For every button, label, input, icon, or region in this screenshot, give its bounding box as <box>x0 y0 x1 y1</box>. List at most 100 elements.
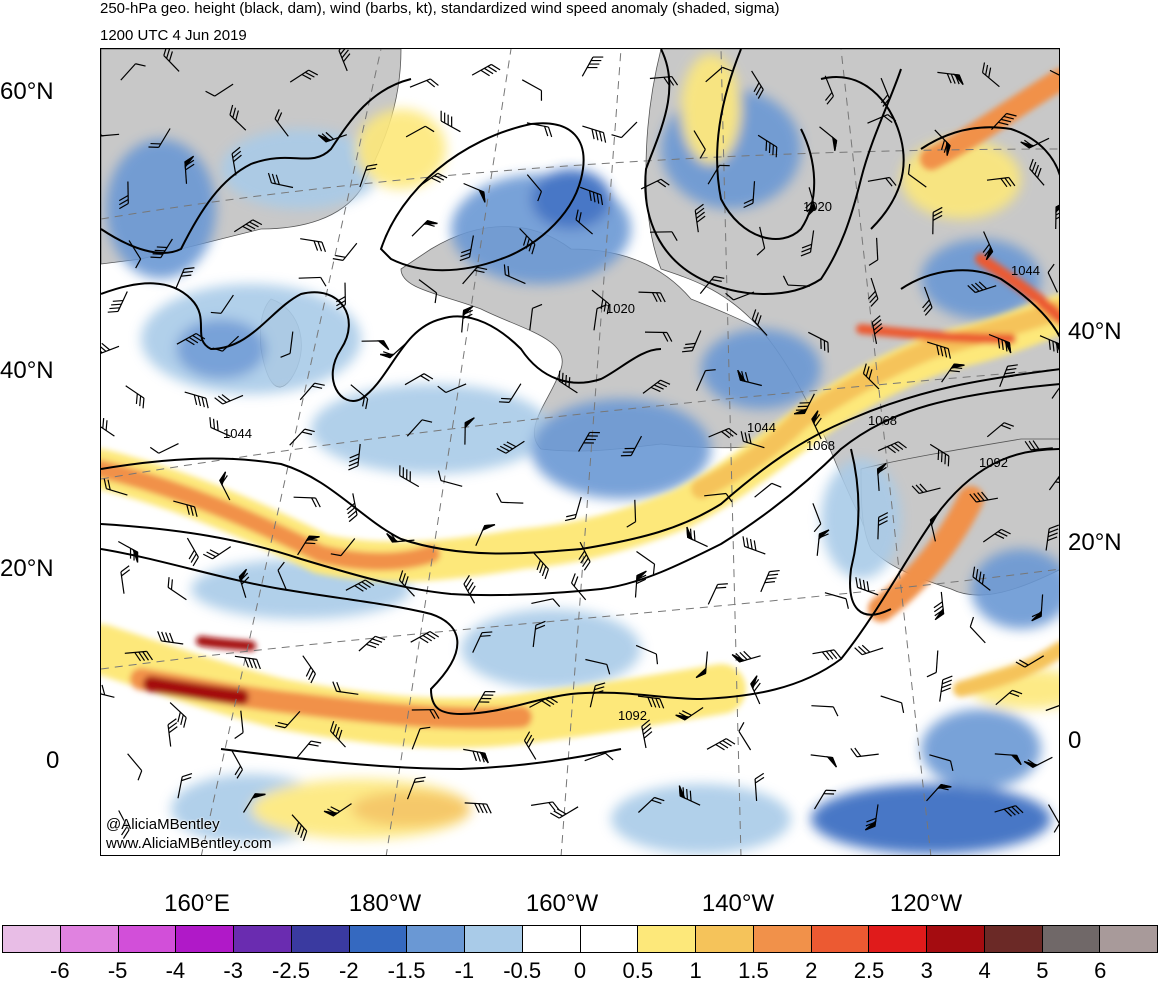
wind-barb <box>565 495 581 523</box>
map-canvas: 1020 1020 1044 1044 1044 1068 1068 1092 … <box>101 49 1060 856</box>
colorbar-tick-label: -5 <box>108 958 128 984</box>
colorbar-tick-label: 2.5 <box>854 958 885 984</box>
wind-barb <box>437 111 465 132</box>
wind-barb <box>164 577 191 600</box>
wind-barb <box>120 566 133 594</box>
colorbar <box>2 925 1158 953</box>
lat-label-left: 20°N <box>0 555 54 583</box>
anomaly-blob <box>531 169 611 229</box>
wind-barb <box>927 650 938 678</box>
wind-barb <box>410 77 438 95</box>
colorbar-swatch <box>1043 926 1101 952</box>
colorbar-tick-label: 2 <box>805 958 817 984</box>
colorbar-tick-label: -0.5 <box>503 958 541 984</box>
wind-barb <box>299 277 326 287</box>
wind-barb <box>568 573 592 599</box>
wind-barb <box>810 755 838 767</box>
credit-handle: @AliciaMBentley <box>106 816 220 833</box>
wind-barb <box>121 386 148 409</box>
wind-barb <box>496 493 523 503</box>
wind-barb <box>101 414 119 437</box>
colorbar-tick-label: 4 <box>978 958 990 984</box>
colorbar-swatch <box>119 926 177 952</box>
anomaly-blob <box>311 384 551 474</box>
colorbar-tick-label: -2 <box>339 958 359 984</box>
wind-barb <box>150 436 178 456</box>
contour-label: 1068 <box>806 438 835 453</box>
wind-barb <box>804 503 822 531</box>
wind-barb <box>736 722 758 750</box>
lat-label-right: 20°N <box>1068 529 1122 557</box>
lon-label: 160°E <box>164 890 230 918</box>
wind-barb <box>359 633 385 658</box>
wind-barb <box>167 719 179 747</box>
lon-label: 160°W <box>526 890 598 918</box>
wind-barb <box>108 288 128 316</box>
colorbar-swatch <box>292 926 350 952</box>
wind-barb <box>707 736 735 757</box>
colorbar-tick-label: -6 <box>50 958 70 984</box>
colorbar-swatch <box>985 926 1043 952</box>
wind-barb <box>412 217 437 242</box>
wind-barb <box>851 745 879 757</box>
anomaly-blob <box>811 784 1051 854</box>
wind-barb <box>740 536 768 554</box>
wind-barb <box>101 338 119 356</box>
anomaly-blob <box>611 784 791 854</box>
wind-barb <box>708 580 728 608</box>
colorbar-swatch <box>176 926 234 952</box>
jet-streak-tropical-max-2 <box>201 641 251 646</box>
wind-barb <box>683 527 711 547</box>
colorbar-tick-label: -1.5 <box>388 958 426 984</box>
lat-label-left: 60°N <box>0 78 54 106</box>
map-panel: 1020 1020 1044 1044 1044 1068 1068 1092 … <box>100 48 1060 856</box>
wind-barb <box>203 539 230 562</box>
contour-label: 1092 <box>979 455 1008 470</box>
colorbar-swatch <box>234 926 292 952</box>
lat-label-left: 0 <box>46 747 59 775</box>
anomaly-blob <box>531 399 711 499</box>
lat-label-left: 40°N <box>0 357 54 385</box>
colorbar-swatch <box>61 926 119 952</box>
colorbar-swatch <box>465 926 523 952</box>
colorbar-tick-label: 6 <box>1094 958 1106 984</box>
wind-barb <box>940 675 953 703</box>
wind-barb <box>182 392 210 408</box>
lon-label: 140°W <box>702 890 774 918</box>
colorbar-tick-label: 1.5 <box>738 958 769 984</box>
wind-barb <box>462 575 483 603</box>
lat-label-right: 0 <box>1068 727 1081 755</box>
wind-barb <box>813 649 841 663</box>
credit-website: www.AliciaMBentley.com <box>106 835 272 852</box>
wind-barb <box>636 571 647 599</box>
colorbar-swatch <box>581 926 639 952</box>
colorbar-swatch <box>927 926 985 952</box>
contour-label: 1020 <box>606 301 635 316</box>
colorbar-tick-label: 5 <box>1036 958 1048 984</box>
colorbar-swatch <box>869 926 927 952</box>
height-contour <box>221 749 621 769</box>
wind-barb <box>855 639 883 656</box>
colorbar-swatch <box>754 926 812 952</box>
lat-label-right: 40°N <box>1068 318 1122 346</box>
colorbar-swatch <box>407 926 465 952</box>
wind-barb <box>362 341 389 350</box>
colorbar-swatch <box>3 926 61 952</box>
anomaly-blob <box>351 791 471 827</box>
wind-barb <box>299 239 327 252</box>
colorbar-tick-label: 1 <box>689 958 701 984</box>
wind-barb <box>224 750 245 778</box>
map-valid-time: 1200 UTC 4 Jun 2019 <box>100 27 247 44</box>
colorbar-swatch <box>696 926 754 952</box>
wind-barb <box>121 754 145 780</box>
contour-label: 1044 <box>1011 263 1040 278</box>
wind-barb <box>878 696 906 713</box>
anomaly-blob <box>701 329 821 409</box>
colorbar-swatch <box>523 926 581 952</box>
wind-barb <box>156 631 184 644</box>
wind-barb <box>518 80 546 101</box>
wind-barb <box>932 592 944 620</box>
wind-barb <box>336 283 345 310</box>
colorbar-swatch <box>638 926 696 952</box>
colorbar-tick-label: 0.5 <box>623 958 654 984</box>
